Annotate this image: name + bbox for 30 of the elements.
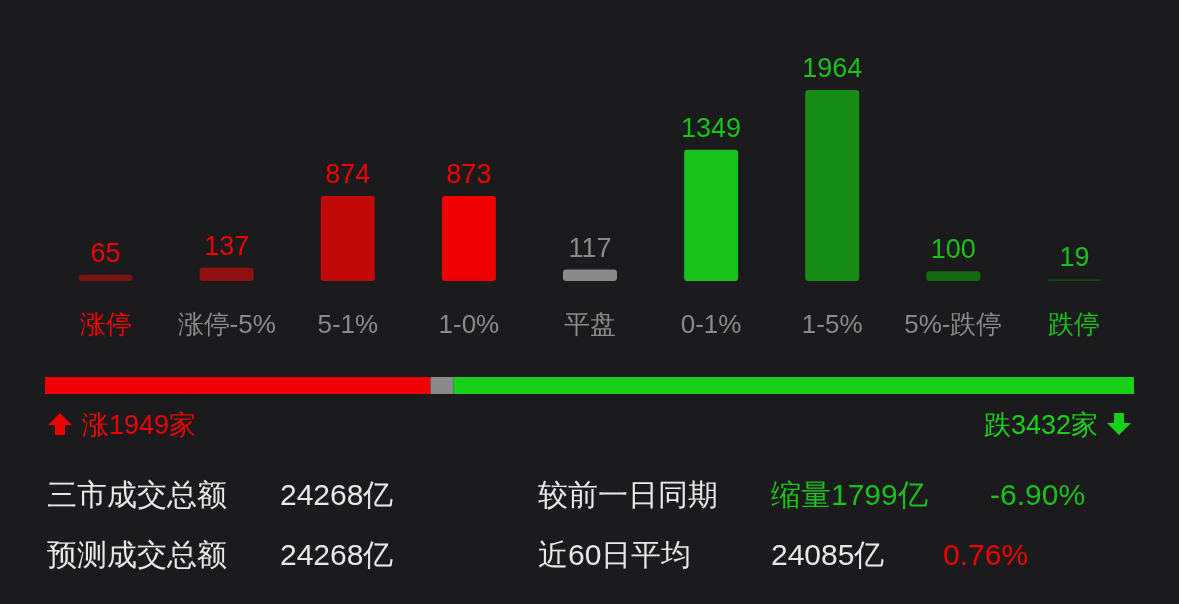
data-label: 100 — [930, 234, 976, 265]
text: 三市成交总额 — [47, 478, 227, 511]
text: 缩量1799亿 — [771, 478, 928, 511]
text: 较前一日同期 — [538, 478, 718, 511]
data-label: 65 — [90, 237, 121, 268]
text: 24268亿 — [280, 478, 394, 511]
text: -6.90% — [990, 478, 1086, 511]
x-tick-label: 跌停 — [1048, 309, 1101, 339]
text: 24085亿 — [771, 538, 885, 571]
data-label: 137 — [204, 230, 250, 261]
x-tick-label: 5%-跌停 — [904, 309, 1003, 339]
x-tick-label: 涨停 — [79, 309, 132, 339]
data-label: 1349 — [681, 112, 742, 143]
data-label: 19 — [1059, 242, 1090, 273]
data-label: 1964 — [802, 53, 863, 83]
x-tick-label: 涨停-5% — [177, 309, 276, 339]
text: 近60日平均 — [538, 538, 692, 571]
x-tick-label: 0-1% — [680, 309, 742, 339]
text: 0.76% — [943, 538, 1029, 571]
text: 24268亿 — [280, 538, 394, 571]
text: 跌3432家 — [983, 410, 1098, 440]
data-label: 117 — [568, 232, 612, 263]
text: 预测成交总额 — [47, 538, 227, 571]
text: 涨1949家 — [82, 410, 197, 440]
data-label: 874 — [325, 159, 371, 189]
data-label: 873 — [446, 159, 492, 190]
x-tick-label: 平盘 — [564, 309, 616, 339]
x-tick-label: 1-5% — [801, 309, 863, 339]
x-tick-label: 1-0% — [438, 309, 500, 339]
x-tick-label: 5-1% — [317, 309, 379, 339]
